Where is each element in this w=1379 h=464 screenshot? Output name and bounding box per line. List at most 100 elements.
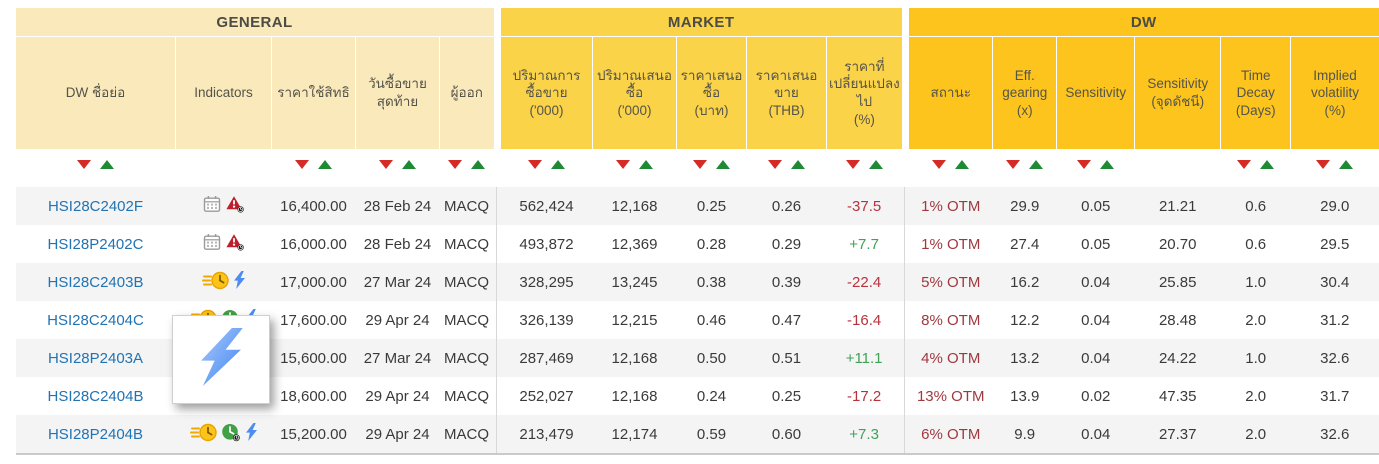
sort-desc-arrow[interactable]: [295, 160, 309, 170]
column-header-sensitivity: Sensitivity: [1056, 36, 1135, 149]
cell-status: 5% OTM: [908, 263, 993, 301]
sort-asc-arrow[interactable]: [791, 160, 805, 170]
cell-offer: 0.47: [746, 301, 827, 339]
sort-desc-arrow[interactable]: [1006, 160, 1021, 170]
indicator-icons: [189, 423, 258, 442]
cell-issuer: MACQ: [439, 377, 494, 415]
fast-clock-icon[interactable]: [189, 423, 217, 442]
dw-symbol-link[interactable]: HSI28P2403A: [47, 349, 144, 367]
section-gap: [493, 225, 501, 263]
column-header-bid_volume: ปริมาณเสนอ ซื้อ ('000): [592, 36, 677, 149]
sort-desc-arrow[interactable]: [693, 160, 707, 170]
cell-bid: 0.50: [676, 339, 747, 377]
sort-cell-time_decay: [1220, 149, 1291, 185]
cell-volume: 493,872: [500, 225, 593, 263]
column-label: ราคาเสนอ ซื้อ: [680, 67, 743, 101]
sort-asc-arrow[interactable]: [868, 160, 883, 170]
cell-bid_volume: 13,245: [592, 263, 677, 301]
column-header-eff_gearing: Eff. gearing (x): [992, 36, 1057, 149]
sort-desc-arrow[interactable]: [616, 160, 630, 170]
cell-strike: 15,200.00: [271, 415, 356, 455]
column-label: ปริมาณเสนอ ซื้อ: [596, 67, 672, 101]
sort-asc-arrow[interactable]: [318, 160, 332, 170]
sort-asc-arrow[interactable]: [551, 160, 565, 170]
sort-asc-arrow[interactable]: [1029, 160, 1044, 170]
alert-clock-icon[interactable]: [225, 233, 245, 251]
cell-issuer: MACQ: [439, 181, 494, 225]
cell-bid: 0.38: [676, 263, 747, 301]
dw-symbol-link[interactable]: HSI28C2404B: [47, 387, 144, 405]
sort-asc-arrow[interactable]: [639, 160, 653, 170]
dw-symbol-link[interactable]: HSI28P2404B: [47, 425, 144, 443]
cell-status: 13% OTM: [908, 377, 993, 415]
section-gap: [901, 36, 909, 149]
sort-asc-arrow[interactable]: [955, 160, 970, 170]
sort-desc-arrow[interactable]: [77, 160, 91, 170]
alert-clock-icon[interactable]: [225, 195, 245, 213]
indicator-tooltip: [172, 315, 270, 404]
section-gap: [901, 263, 909, 301]
cell-symbol: HSI28C2404C: [15, 301, 176, 339]
sort-desc-arrow[interactable]: [448, 160, 462, 170]
cell-status: 8% OTM: [908, 301, 993, 339]
dw-symbol-link[interactable]: HSI28C2404C: [47, 311, 144, 329]
calendar-icon[interactable]: [203, 233, 221, 251]
sort-cell-sensitivity_index: [1134, 149, 1221, 185]
cell-symbol: HSI28C2403B: [15, 263, 176, 301]
dw-symbol-link[interactable]: HSI28P2402C: [47, 235, 144, 253]
column-label: วันซื้อขาย สุดท้าย: [368, 76, 427, 109]
cell-issuer: MACQ: [439, 339, 494, 377]
cell-bid: 0.59: [676, 415, 747, 455]
sort-desc-arrow[interactable]: [1237, 160, 1252, 170]
sort-desc-arrow[interactable]: [932, 160, 947, 170]
column-header-implied_volatility: Implied volatility (%): [1290, 36, 1379, 149]
column-label: Indicators: [194, 85, 253, 101]
sort-asc-arrow[interactable]: [716, 160, 730, 170]
fast-clock-icon[interactable]: [201, 271, 229, 290]
sort-desc-arrow[interactable]: [1316, 160, 1331, 170]
cell-offer: 0.29: [746, 225, 827, 263]
dw-symbol-link[interactable]: HSI28C2403B: [47, 273, 144, 291]
cell-sensitivity: 0.04: [1056, 301, 1135, 339]
cell-volume: 328,295: [500, 263, 593, 301]
sort-desc-arrow[interactable]: [379, 160, 393, 170]
sort-desc-arrow[interactable]: [845, 160, 860, 170]
cell-offer: 0.39: [746, 263, 827, 301]
lightning-icon[interactable]: [245, 423, 258, 441]
sort-cell-bid_volume: [592, 149, 677, 185]
sort-asc-arrow[interactable]: [1100, 160, 1115, 170]
table-row: HSI28C2402F 16,400.00 28 Feb 24 MACQ 562,424…: [15, 181, 1379, 225]
cell-implied_volatility: 32.6: [1290, 339, 1379, 377]
column-unit: (บาท): [694, 102, 729, 118]
cell-time_decay: 2.0: [1220, 415, 1291, 455]
cell-issuer: MACQ: [439, 301, 494, 339]
cell-status: 1% OTM: [908, 181, 993, 225]
sort-desc-arrow[interactable]: [528, 160, 542, 170]
sort-desc-arrow[interactable]: [768, 160, 782, 170]
dw-symbol-link[interactable]: HSI28C2402F: [47, 197, 144, 215]
sort-asc-arrow[interactable]: [402, 160, 416, 170]
cell-sensitivity: 0.05: [1056, 225, 1135, 263]
lightning-icon[interactable]: [233, 271, 246, 289]
section-header-dw: DW: [908, 8, 1379, 37]
sort-asc-arrow[interactable]: [1260, 160, 1275, 170]
sort-cell-offer: [746, 149, 827, 185]
cell-symbol: HSI28P2404B: [15, 415, 176, 455]
sort-asc-arrow[interactable]: [1339, 160, 1354, 170]
column-header-sensitivity_index: Sensitivity (จุดดัชนี): [1134, 36, 1221, 149]
cell-symbol: HSI28P2403A: [15, 339, 176, 377]
cell-last_trading_date: 27 Mar 24: [355, 263, 440, 301]
calendar-icon[interactable]: [203, 195, 221, 213]
cell-offer: 0.60: [746, 415, 827, 455]
sort-asc-arrow[interactable]: [471, 160, 485, 170]
green-clock-icon[interactable]: [221, 423, 241, 442]
column-header-strike: ราคาใช้สิทธิ: [271, 36, 356, 149]
sort-cell-volume: [500, 149, 593, 185]
sort-desc-arrow[interactable]: [1077, 160, 1092, 170]
sort-asc-arrow[interactable]: [100, 160, 114, 170]
cell-sensitivity_index: 24.22: [1134, 339, 1221, 377]
cell-sensitivity_index: 47.35: [1134, 377, 1221, 415]
cell-strike: 16,000.00: [271, 225, 356, 263]
sort-cell-change_pct: [826, 149, 902, 185]
